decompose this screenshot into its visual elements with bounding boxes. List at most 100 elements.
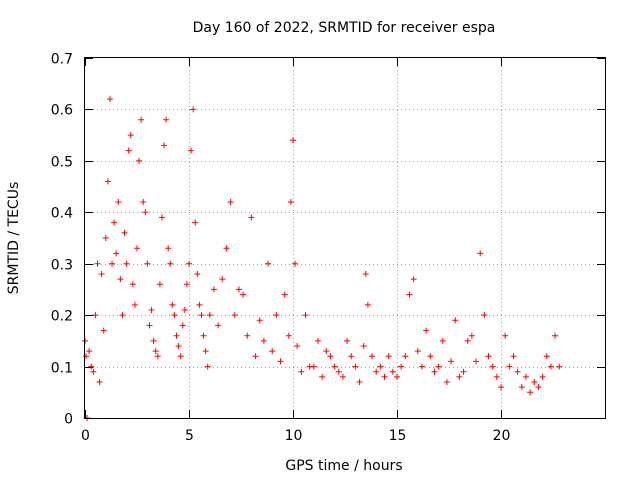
data-point bbox=[90, 368, 97, 375]
data-point bbox=[493, 373, 500, 380]
x-tick-label: 20 bbox=[493, 428, 511, 444]
data-point bbox=[364, 301, 371, 308]
data-point bbox=[202, 348, 209, 355]
data-point bbox=[248, 214, 255, 221]
data-point bbox=[188, 147, 195, 154]
data-point bbox=[109, 260, 116, 267]
data-point bbox=[129, 281, 136, 288]
data-point bbox=[360, 343, 367, 349]
data-point bbox=[198, 312, 205, 319]
data-point bbox=[294, 343, 301, 349]
data-point bbox=[460, 368, 467, 375]
data-point bbox=[414, 348, 421, 355]
data-point bbox=[485, 353, 492, 360]
data-point bbox=[117, 276, 124, 283]
data-point bbox=[477, 250, 484, 257]
data-point bbox=[161, 142, 168, 149]
data-point bbox=[121, 229, 128, 236]
data-point bbox=[502, 332, 509, 339]
data-point bbox=[152, 348, 159, 355]
y-tick-label: 0.5 bbox=[51, 155, 73, 171]
grid bbox=[85, 58, 605, 418]
data-point bbox=[94, 260, 101, 267]
data-point bbox=[356, 379, 363, 385]
data-point bbox=[298, 368, 305, 375]
data-point bbox=[402, 353, 409, 360]
data-point bbox=[527, 389, 534, 396]
x-axis-label: GPS time / hours bbox=[285, 458, 402, 474]
data-point bbox=[481, 312, 488, 319]
data-point bbox=[163, 116, 170, 123]
y-tick-label: 0.4 bbox=[51, 206, 73, 222]
data-point bbox=[406, 291, 413, 298]
data-point bbox=[158, 214, 165, 221]
data-point bbox=[452, 317, 459, 324]
data-point bbox=[335, 368, 342, 375]
data-point bbox=[362, 271, 369, 277]
data-point bbox=[556, 363, 563, 370]
data-point bbox=[498, 384, 504, 391]
data-point bbox=[339, 373, 346, 380]
data-point bbox=[506, 363, 513, 370]
data-point bbox=[389, 368, 396, 375]
data-point bbox=[292, 260, 299, 267]
y-tick-label: 0.7 bbox=[51, 52, 73, 68]
data-point bbox=[200, 332, 207, 339]
data-point bbox=[92, 312, 99, 319]
data-point bbox=[448, 358, 455, 365]
data-point bbox=[148, 307, 155, 313]
data-point bbox=[150, 337, 157, 344]
data-point bbox=[514, 368, 521, 375]
data-point bbox=[192, 219, 199, 226]
data-point bbox=[277, 358, 284, 365]
data-point bbox=[106, 96, 113, 103]
data-point bbox=[285, 332, 292, 339]
data-point bbox=[327, 353, 334, 360]
data-point bbox=[146, 322, 153, 329]
data-point bbox=[281, 291, 288, 298]
data-point bbox=[273, 312, 280, 319]
data-point bbox=[177, 353, 184, 360]
data-point bbox=[269, 348, 276, 355]
data-point bbox=[113, 250, 120, 257]
data-point bbox=[127, 132, 134, 139]
data-point bbox=[181, 307, 188, 313]
data-point bbox=[240, 291, 247, 298]
data-points bbox=[82, 96, 563, 421]
x-tick-label: 5 bbox=[185, 428, 194, 444]
data-point bbox=[552, 332, 559, 339]
data-point bbox=[302, 312, 309, 319]
data-point bbox=[344, 337, 351, 344]
data-point bbox=[373, 368, 380, 375]
data-point bbox=[377, 363, 384, 370]
data-point bbox=[83, 353, 90, 360]
data-point bbox=[348, 353, 355, 360]
data-point bbox=[223, 245, 230, 252]
data-point bbox=[165, 245, 172, 252]
data-point bbox=[443, 379, 450, 385]
data-point bbox=[252, 353, 259, 360]
data-point bbox=[140, 199, 147, 205]
data-point bbox=[219, 276, 226, 283]
data-point bbox=[227, 199, 234, 205]
data-point bbox=[423, 327, 430, 334]
data-point bbox=[169, 301, 176, 308]
data-point bbox=[287, 199, 294, 205]
y-tick-label: 0 bbox=[64, 412, 73, 428]
data-point bbox=[547, 363, 554, 370]
data-point bbox=[256, 317, 263, 324]
data-point bbox=[369, 353, 376, 360]
data-point bbox=[142, 209, 149, 216]
data-point bbox=[119, 312, 126, 319]
axis-ticks: 0 0.1 0.2 0.3 0.4 0.5 0.6 0.7 0 5 10 15 20 bbox=[51, 52, 605, 444]
data-point bbox=[539, 373, 546, 380]
data-point bbox=[352, 363, 359, 370]
data-point bbox=[394, 373, 400, 380]
data-point bbox=[167, 260, 174, 267]
data-point bbox=[310, 363, 317, 370]
y-tick-label: 0.1 bbox=[51, 361, 73, 377]
data-point bbox=[190, 106, 197, 113]
data-point bbox=[510, 353, 517, 360]
data-point bbox=[196, 301, 203, 308]
